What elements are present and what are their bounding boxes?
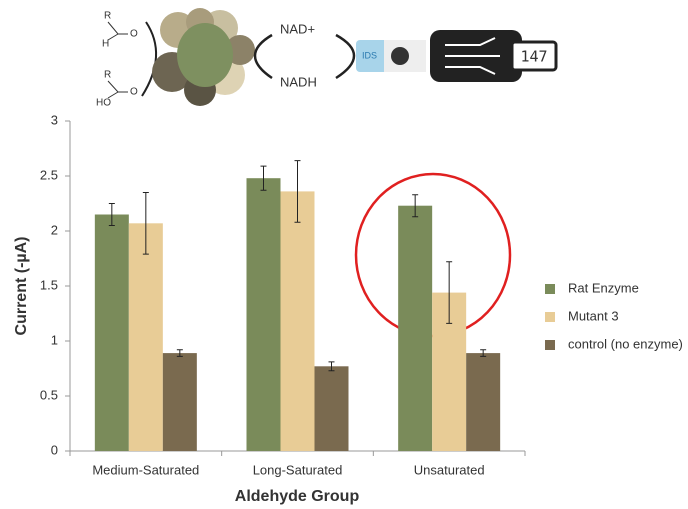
- cofactor: NAD+: [280, 21, 315, 36]
- x-tick-label: Unsaturated: [414, 462, 485, 477]
- bar: [246, 178, 281, 451]
- y-tick-label: 3: [51, 112, 58, 127]
- arrow: [335, 33, 356, 80]
- meter-reading: 147: [520, 48, 547, 66]
- error-bar: [260, 165, 267, 191]
- y-tick-label: 0: [51, 442, 58, 457]
- bar: [128, 223, 163, 451]
- chem-label: HO: [96, 98, 111, 109]
- bar: [466, 353, 501, 451]
- enzyme: [152, 8, 255, 106]
- error-bar: [176, 349, 183, 357]
- error-bar: [328, 361, 335, 372]
- molecule: [107, 80, 128, 99]
- chem-label: H: [102, 39, 109, 50]
- y-tick-label: 0.5: [40, 387, 58, 402]
- y-tick-label: 1: [51, 332, 58, 347]
- legend-swatch: [545, 284, 555, 294]
- error-bar: [480, 349, 487, 357]
- legend-label: Rat Enzyme: [568, 280, 639, 295]
- legend-label: Mutant 3: [568, 308, 619, 323]
- error-bar: [294, 160, 301, 223]
- error-bar: [108, 203, 115, 226]
- legend-swatch: [545, 340, 555, 350]
- y-tick-label: 2: [51, 222, 58, 237]
- x-axis-title: Aldehyde Group: [235, 488, 360, 505]
- legend-label: control (no enzyme): [568, 336, 683, 351]
- error-bar: [446, 261, 453, 324]
- error-bar: [142, 192, 149, 255]
- arrow: [253, 33, 273, 80]
- x-tick-label: Medium-Saturated: [92, 462, 199, 477]
- legend-swatch: [545, 312, 555, 322]
- x-tick-label: Long-Saturated: [253, 462, 343, 477]
- chem-label: O: [130, 87, 138, 98]
- bar: [398, 205, 433, 451]
- molecule: [107, 21, 128, 41]
- y-axis-title: Current (-µA): [13, 237, 30, 336]
- error-bar: [412, 194, 419, 218]
- sensor-dot: [391, 47, 409, 65]
- meter-display: [510, 40, 558, 72]
- illustration: R H O R HO O NAD+ NADH IDS 147: [96, 8, 558, 109]
- cofactor: NADH: [280, 74, 317, 89]
- bar: [314, 366, 349, 451]
- arrow: [141, 21, 157, 97]
- chem-label: O: [130, 29, 138, 40]
- chem-label: R: [104, 70, 111, 81]
- sensor-label: IDS: [362, 50, 377, 60]
- y-tick-label: 2.5: [40, 167, 58, 182]
- y-tick-label: 1.5: [40, 277, 58, 292]
- chem-label: R: [104, 11, 111, 22]
- bar: [280, 191, 315, 451]
- bar: [94, 214, 129, 451]
- bar: [162, 353, 197, 451]
